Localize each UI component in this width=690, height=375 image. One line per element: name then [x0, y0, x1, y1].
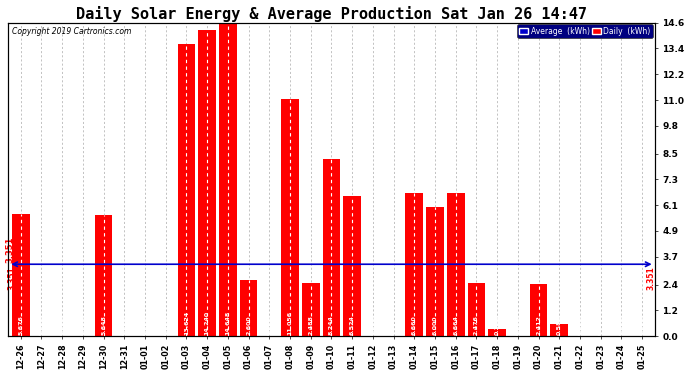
Text: 13.624: 13.624: [184, 311, 189, 335]
Text: 14.648: 14.648: [226, 311, 230, 335]
Text: 0.000: 0.000: [39, 316, 44, 335]
Bar: [426, 207, 444, 336]
Legend: Average  (kWh), Daily  (kWh): Average (kWh), Daily (kWh): [517, 24, 653, 38]
Text: 0.328: 0.328: [495, 315, 500, 335]
Bar: [302, 283, 319, 336]
Bar: [530, 284, 547, 336]
Text: 0.000: 0.000: [640, 316, 644, 335]
Title: Daily Solar Energy & Average Production Sat Jan 26 14:47: Daily Solar Energy & Average Production …: [76, 6, 587, 21]
Text: 0.000: 0.000: [267, 316, 272, 335]
Text: 2.600: 2.600: [246, 315, 251, 335]
Text: 2.476: 2.476: [474, 315, 479, 335]
Text: 5.676: 5.676: [18, 315, 23, 335]
Text: 11.056: 11.056: [288, 311, 293, 335]
Text: 6.000: 6.000: [433, 316, 437, 335]
Bar: [177, 44, 195, 336]
Text: 5.648: 5.648: [101, 315, 106, 335]
Bar: [468, 283, 485, 336]
Text: 6.664: 6.664: [453, 315, 458, 335]
Text: 0.000: 0.000: [598, 316, 603, 335]
Text: 0.000: 0.000: [60, 316, 65, 335]
Bar: [447, 193, 464, 336]
Text: 0.000: 0.000: [371, 316, 375, 335]
Bar: [323, 159, 340, 336]
Bar: [406, 193, 423, 336]
Text: 3.351: 3.351: [6, 237, 15, 263]
Text: 0.000: 0.000: [122, 316, 127, 335]
Bar: [282, 99, 299, 336]
Text: 8.244: 8.244: [329, 315, 334, 335]
Bar: [551, 324, 568, 336]
Text: 2.488: 2.488: [308, 315, 313, 335]
Bar: [489, 329, 506, 336]
Text: 0.000: 0.000: [81, 316, 86, 335]
Text: 3.351: 3.351: [647, 266, 656, 290]
Bar: [219, 22, 237, 336]
Bar: [12, 214, 30, 336]
Text: Copyright 2019 Cartronics.com: Copyright 2019 Cartronics.com: [12, 27, 131, 36]
Bar: [198, 30, 216, 336]
Text: 6.524: 6.524: [350, 315, 355, 335]
Text: 0.000: 0.000: [391, 316, 396, 335]
Text: 0.000: 0.000: [515, 316, 520, 335]
Text: 2.412: 2.412: [536, 315, 541, 335]
Text: 14.240: 14.240: [205, 311, 210, 335]
Bar: [95, 215, 112, 336]
Bar: [240, 280, 257, 336]
Text: 0.000: 0.000: [143, 316, 148, 335]
Text: 3.351: 3.351: [8, 266, 17, 290]
Text: 0.000: 0.000: [164, 316, 168, 335]
Bar: [344, 196, 361, 336]
Text: 0.000: 0.000: [578, 316, 582, 335]
Text: 0.580: 0.580: [557, 315, 562, 335]
Text: 6.660: 6.660: [412, 315, 417, 335]
Text: 0.000: 0.000: [619, 316, 624, 335]
